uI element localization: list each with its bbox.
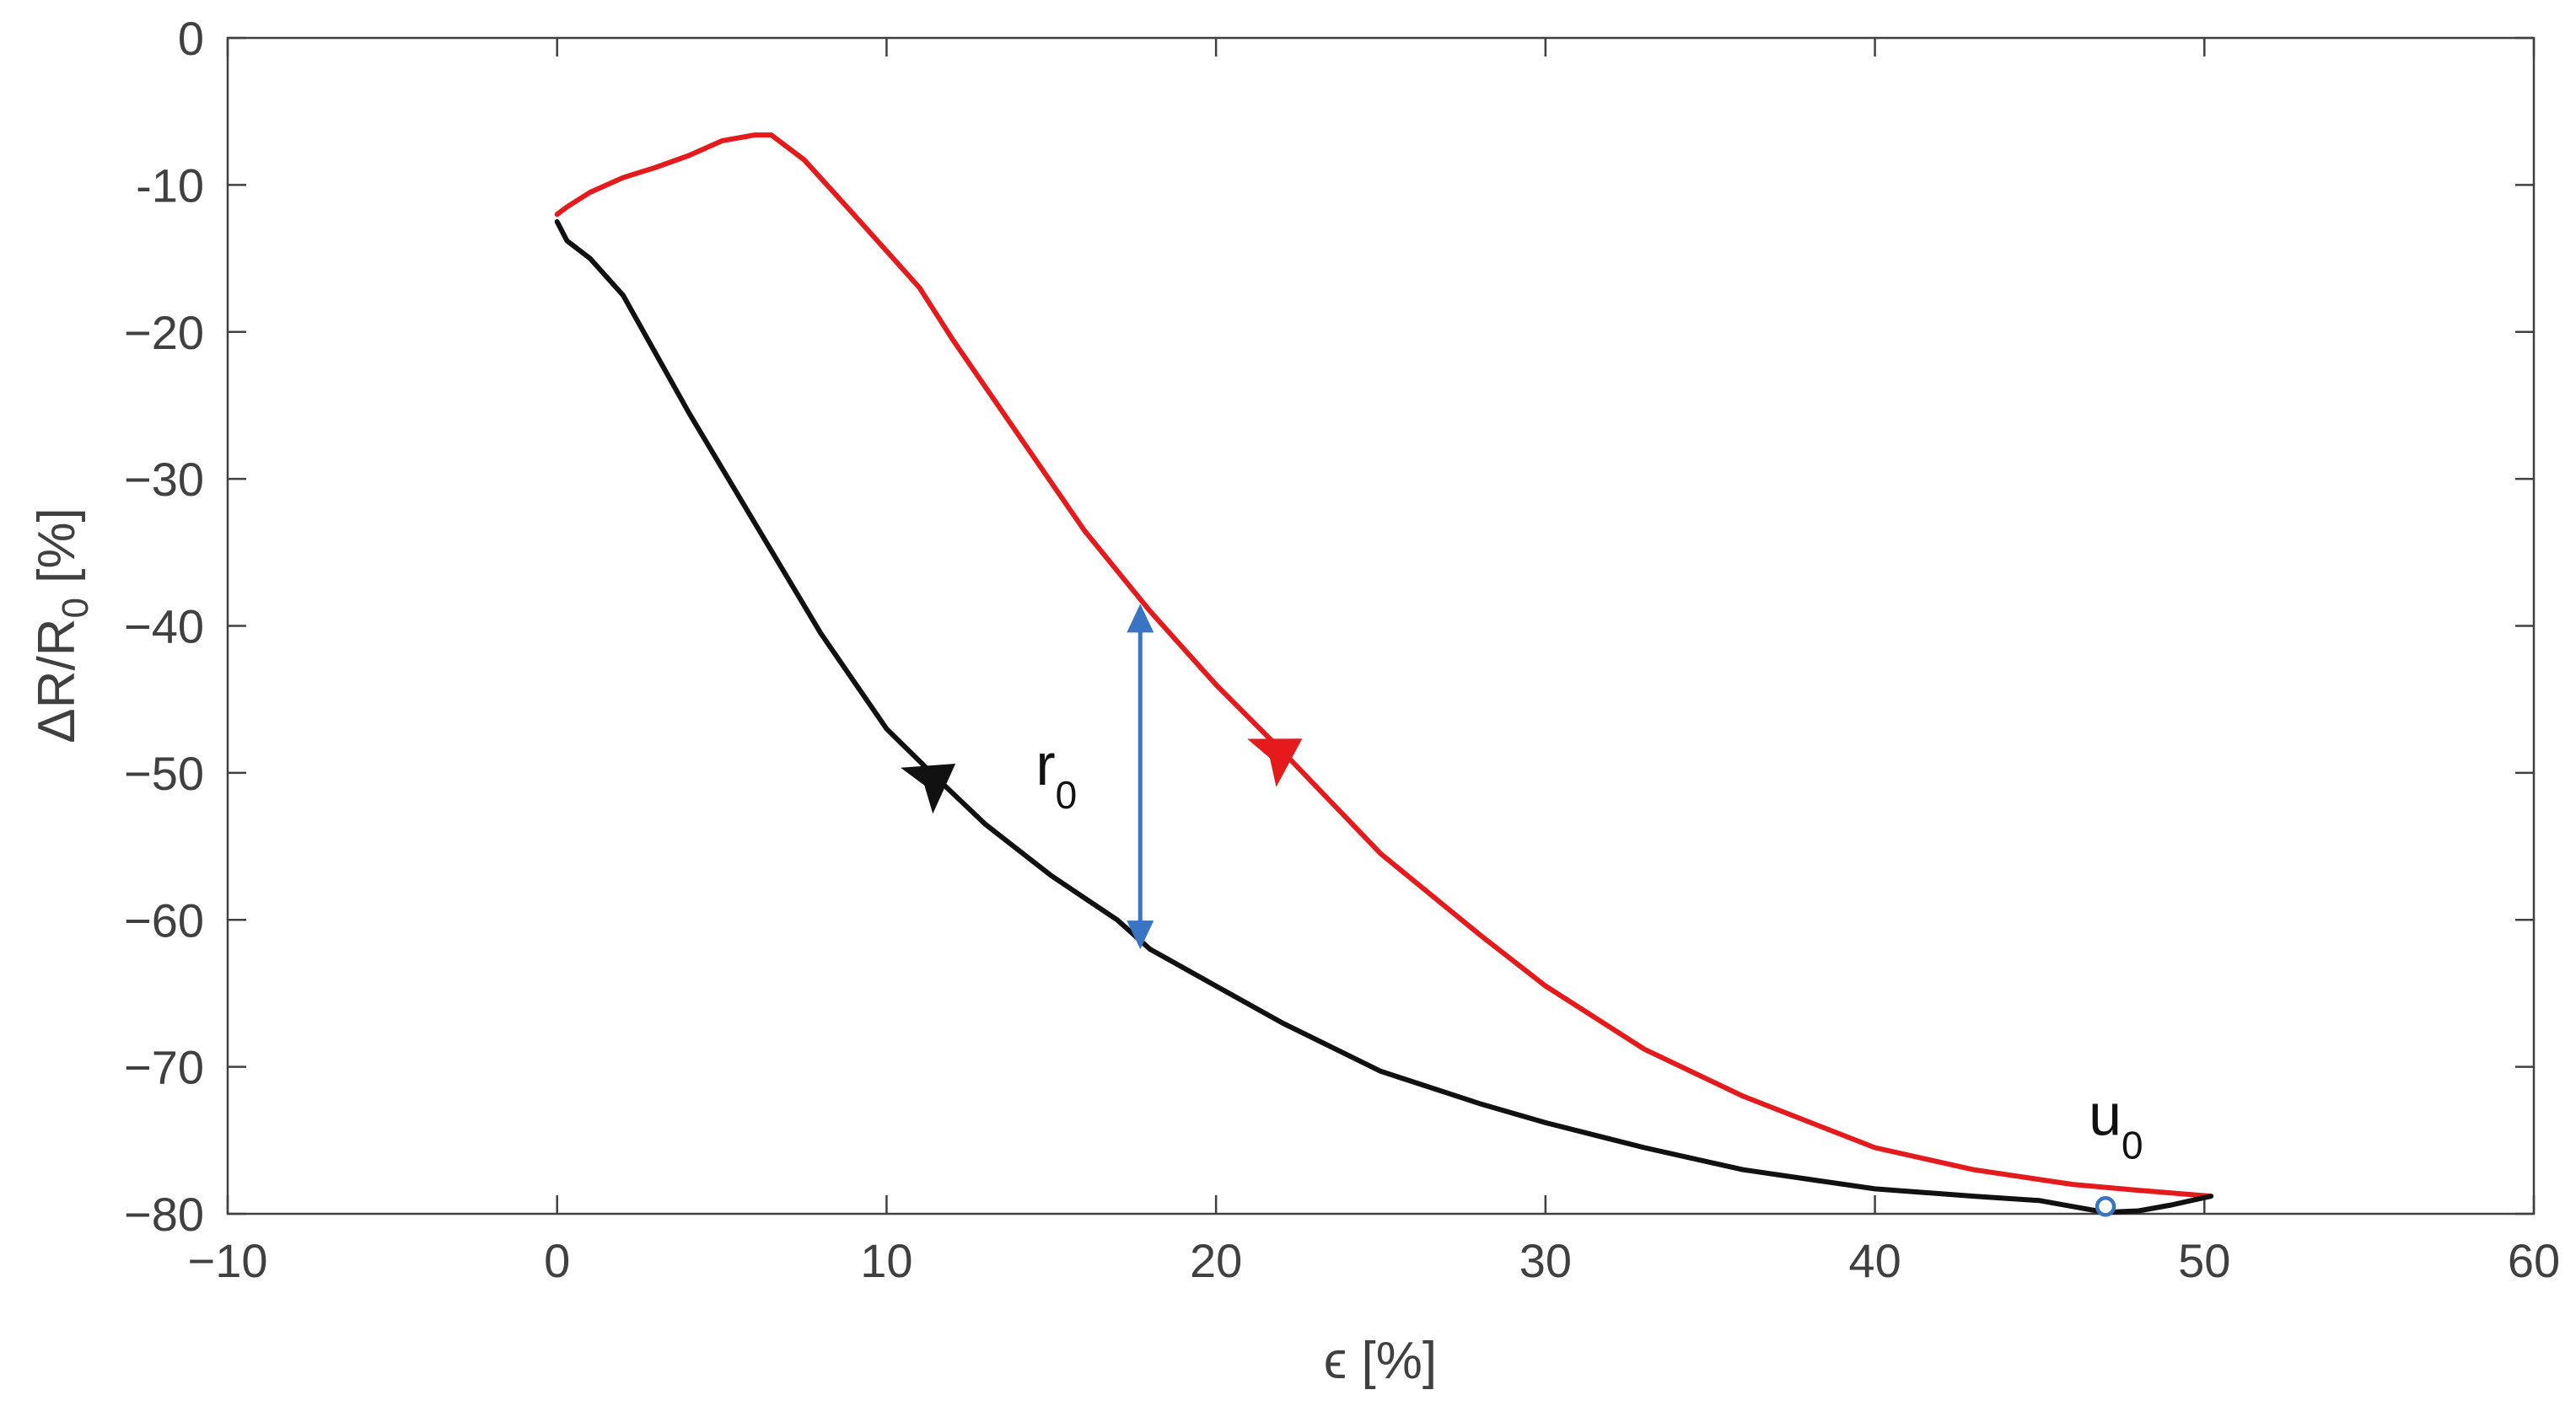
plot-area bbox=[226, 36, 2536, 1215]
x-tick-label: 60 bbox=[2508, 1234, 2560, 1287]
direction-arrow-1 bbox=[901, 764, 956, 814]
series-layer bbox=[554, 132, 2214, 1215]
y-tick-label: −60 bbox=[124, 894, 204, 947]
y-tick-label: −30 bbox=[124, 453, 204, 506]
x-tick-label: 50 bbox=[2178, 1234, 2230, 1287]
y-tick-label: −80 bbox=[124, 1188, 204, 1241]
r0-arrow-head-top bbox=[1127, 604, 1154, 633]
y-tick-label: −50 bbox=[124, 747, 204, 800]
x-tick-label: 0 bbox=[544, 1234, 570, 1287]
r0-label-subscript: 0 bbox=[1056, 773, 1078, 817]
series-line-1 bbox=[554, 219, 2214, 1215]
y-axis-label: ΔR/R0 [%] bbox=[28, 507, 96, 743]
y-tick-label: -10 bbox=[136, 158, 204, 212]
y-tick-label: −70 bbox=[124, 1041, 204, 1094]
u0-label-main: u bbox=[2089, 1081, 2122, 1147]
r0-label-main: r bbox=[1035, 732, 1055, 797]
u0-marker bbox=[2095, 1196, 2116, 1217]
y-tick-label: −40 bbox=[124, 600, 204, 653]
y-tick-label: −20 bbox=[124, 306, 204, 359]
x-tick-label: 20 bbox=[1190, 1234, 1242, 1287]
y-axis-label-subscript: 0 bbox=[55, 598, 96, 618]
x-tick-label: 40 bbox=[1848, 1234, 1901, 1287]
x-axis-label: ϵ [%] bbox=[1324, 1332, 1437, 1390]
r0-arrow-head-bottom bbox=[1127, 920, 1154, 950]
direction-arrow-0 bbox=[1247, 738, 1303, 787]
u0-label-subscript: 0 bbox=[2122, 1123, 2143, 1167]
y-axis-label-suffix: [%] bbox=[28, 507, 86, 598]
y-tick-label: 0 bbox=[178, 12, 204, 65]
ticks-group: −10 0 10 20 30 40 50 60 0 -10 −20 −30 −40 −50 −60 −70 −8… bbox=[124, 12, 2560, 1287]
series-line-0 bbox=[554, 132, 2214, 1199]
r0-label: r0 bbox=[1035, 732, 1077, 817]
x-tick-label: −10 bbox=[188, 1234, 268, 1287]
u0-label: u0 bbox=[2089, 1081, 2143, 1167]
y-axis-label-main: ΔR/R bbox=[28, 619, 86, 743]
x-tick-label: 30 bbox=[1519, 1234, 1572, 1287]
x-tick-label: 10 bbox=[860, 1234, 912, 1287]
